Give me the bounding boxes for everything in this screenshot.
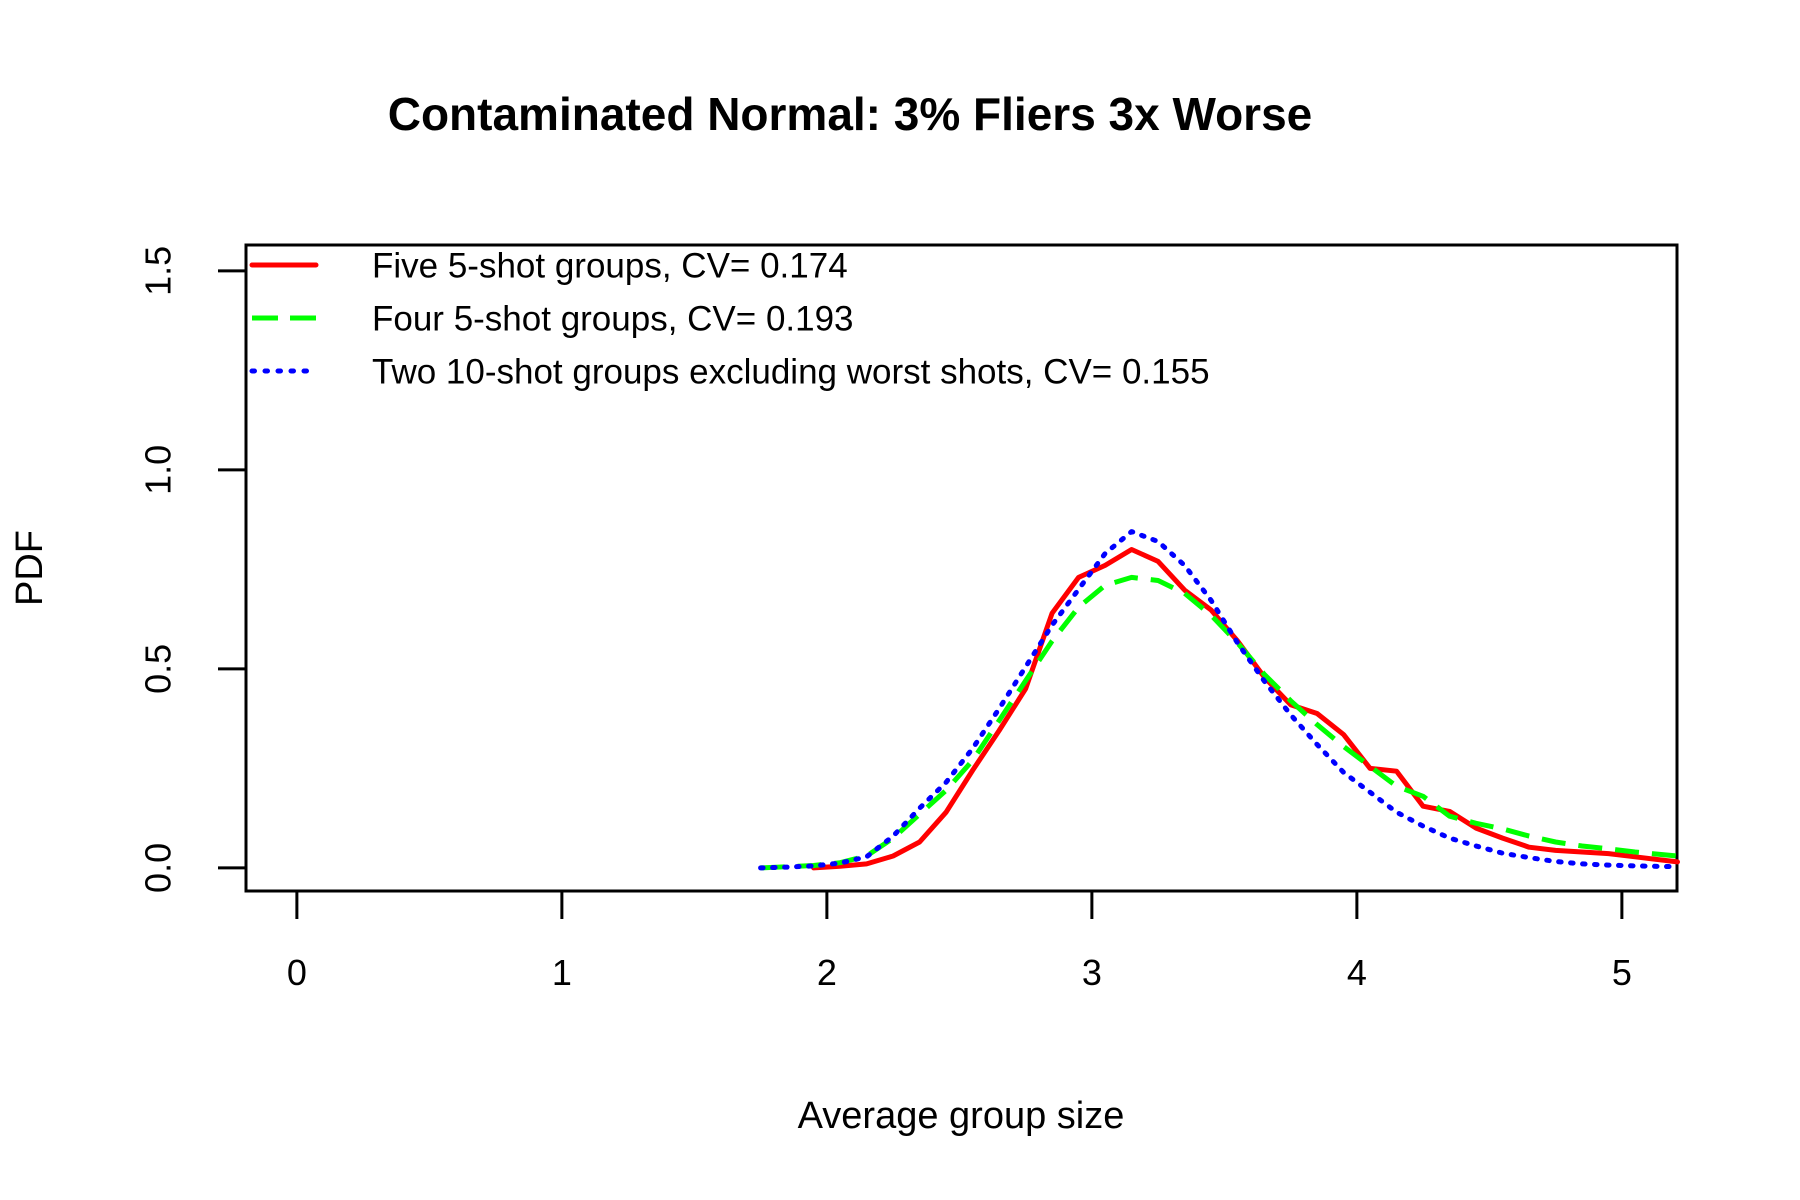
y-tick-label: 1.0 <box>138 445 179 495</box>
plot-box <box>244 243 1679 893</box>
x-tick-label: 0 <box>287 952 307 993</box>
y-tick-label: 0.5 <box>138 644 179 694</box>
curve-solid <box>811 547 1680 871</box>
x-tick-label: 4 <box>1347 952 1367 993</box>
legend-item-label: Two 10-shot groups excluding worst shots… <box>372 352 1210 391</box>
density-curves <box>758 529 1680 871</box>
x-axis-label: Average group size <box>798 1095 1125 1137</box>
legend: Five 5-shot groups, CV= 0.174 Four 5-shot… <box>249 246 1210 391</box>
legend-item-label: Five 5-shot groups, CV= 0.174 <box>372 246 848 285</box>
x-tick-label: 1 <box>552 952 572 993</box>
y-axis-label: PDF <box>9 530 51 606</box>
legend-item-label: Four 5-shot groups, CV= 0.193 <box>372 299 854 338</box>
x-tick-label: 2 <box>817 952 837 993</box>
curve-dashed <box>760 574 1678 871</box>
y-axis-ticks: 0.0 0.5 1.0 1.5 <box>138 246 246 893</box>
y-tick-label: 0.0 <box>138 843 179 893</box>
curve-dotted <box>758 529 1680 871</box>
x-axis-ticks: 0 1 2 3 4 5 <box>287 891 1632 993</box>
chart-title: Contaminated Normal: 3% Fliers 3x Worse <box>388 88 1313 140</box>
x-tick-label: 3 <box>1082 952 1102 993</box>
y-tick-label: 1.5 <box>138 246 179 296</box>
x-tick-label: 5 <box>1612 952 1632 993</box>
